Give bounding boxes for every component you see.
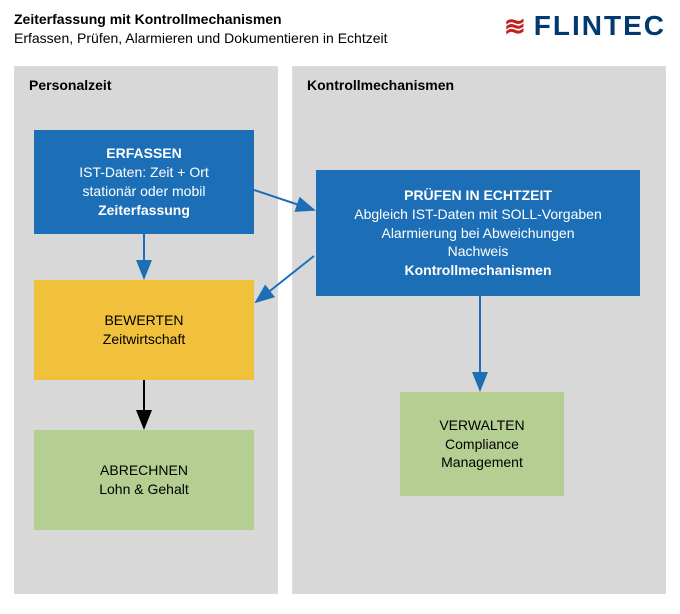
column-title-left: Personalzeit: [29, 77, 263, 93]
verwalten-title: VERWALTEN: [439, 416, 524, 435]
erfassen-title: ERFASSEN: [106, 144, 181, 163]
erfassen-line2: IST-Daten: Zeit + Ort: [79, 163, 209, 182]
pruefen-line4: Nachweis: [448, 242, 509, 261]
erfassen-line4: Zeiterfassung: [98, 201, 190, 220]
box-pruefen: PRÜFEN IN ECHTZEIT Abgleich IST-Daten mi…: [316, 170, 640, 296]
box-abrechnen: ABRECHNEN Lohn & Gehalt: [34, 430, 254, 530]
header-text: Zeiterfassung mit Kontrollmechanismen Er…: [14, 10, 388, 48]
box-erfassen: ERFASSEN IST-Daten: Zeit + Ort stationär…: [34, 130, 254, 234]
erfassen-line3: stationär oder mobil: [83, 182, 206, 201]
bewerten-line2: Zeitwirtschaft: [103, 330, 185, 349]
pruefen-line3: Alarmierung bei Abweichungen: [381, 224, 574, 243]
column-kontrollmechanismen: Kontrollmechanismen: [292, 66, 666, 594]
bewerten-title: BEWERTEN: [104, 311, 183, 330]
column-title-right: Kontrollmechanismen: [307, 77, 651, 93]
abrechnen-title: ABRECHNEN: [100, 461, 188, 480]
verwalten-line2: Compliance: [445, 435, 519, 454]
pruefen-line2: Abgleich IST-Daten mit SOLL-Vorgaben: [354, 205, 601, 224]
pruefen-title: PRÜFEN IN ECHTZEIT: [404, 186, 552, 205]
page-title: Zeiterfassung mit Kontrollmechanismen: [14, 10, 388, 29]
logo-text: FLINTEC: [534, 10, 666, 42]
brand-logo: ≋ FLINTEC: [504, 10, 666, 42]
verwalten-line3: Management: [441, 453, 523, 472]
pruefen-line5: Kontrollmechanismen: [404, 261, 551, 280]
box-verwalten: VERWALTEN Compliance Management: [400, 392, 564, 496]
header: Zeiterfassung mit Kontrollmechanismen Er…: [0, 0, 680, 54]
box-bewerten: BEWERTEN Zeitwirtschaft: [34, 280, 254, 380]
page-subtitle: Erfassen, Prüfen, Alarmieren und Dokumen…: [14, 29, 388, 48]
abrechnen-line2: Lohn & Gehalt: [99, 480, 189, 499]
flame-icon: ≋: [504, 13, 528, 39]
